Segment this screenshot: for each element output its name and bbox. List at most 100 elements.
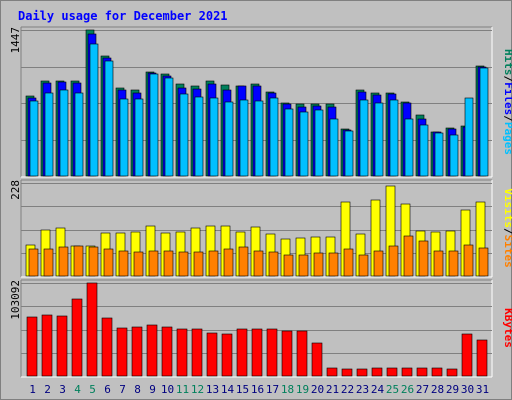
- bar-pages: [209, 97, 219, 177]
- x-tick-label: 19: [296, 383, 309, 396]
- bar-kbytes: [296, 330, 308, 377]
- bar-pages: [464, 97, 474, 177]
- bar-kbytes: [101, 317, 113, 377]
- bar-kbytes: [206, 332, 218, 377]
- bar-sites: [268, 251, 279, 277]
- bar-pages: [74, 92, 84, 177]
- bar-sites: [28, 248, 39, 277]
- bar-kbytes: [266, 328, 278, 377]
- x-tick-label: 13: [206, 383, 219, 396]
- x-tick-label: 1: [29, 383, 36, 396]
- x-tick-label: 15: [236, 383, 249, 396]
- bar-pages: [29, 100, 39, 177]
- bar-kbytes: [446, 368, 458, 377]
- bar-pages: [134, 98, 144, 177]
- y-max-label: 228: [9, 180, 22, 200]
- x-tick-label: 9: [149, 383, 156, 396]
- bar-pages: [449, 134, 459, 177]
- bar-kbytes: [326, 367, 338, 377]
- x-tick-label: 20: [311, 383, 324, 396]
- bar-sites: [448, 250, 459, 277]
- bar-kbytes: [161, 326, 173, 377]
- x-tick-label: 30: [461, 383, 474, 396]
- bar-kbytes: [476, 339, 488, 377]
- panel-hits-files-pages: 1447 Hits/Files/Pages: [9, 26, 512, 178]
- bar-kbytes: [461, 333, 473, 377]
- legend-entry: Sites: [502, 235, 512, 268]
- bar-sites: [118, 250, 129, 277]
- x-tick-label: 3: [59, 383, 66, 396]
- bar-sites: [73, 245, 84, 277]
- legend-entry: /: [502, 115, 512, 122]
- bar-kbytes: [386, 367, 398, 377]
- bar-pages: [314, 109, 324, 177]
- bar-kbytes: [26, 316, 38, 377]
- bar-kbytes: [431, 367, 443, 377]
- bar-sites: [358, 254, 369, 277]
- bar-pages: [404, 118, 414, 177]
- x-tick-label: 17: [266, 383, 279, 396]
- bar-sites: [163, 250, 174, 277]
- x-tick-label: 22: [341, 383, 354, 396]
- legend-entry: /: [502, 228, 512, 235]
- legend-entry: Pages: [502, 122, 512, 155]
- bar-sites: [388, 245, 399, 277]
- y-max-label: 1447: [9, 27, 22, 54]
- x-tick-label: 21: [326, 383, 339, 396]
- bar-kbytes: [401, 367, 413, 377]
- bar-kbytes: [236, 328, 248, 377]
- legend-entry: Hits: [502, 49, 512, 76]
- bar-pages: [59, 89, 69, 177]
- x-tick-label: 27: [416, 383, 429, 396]
- x-tick-label: 16: [251, 383, 264, 396]
- bar-pages: [389, 99, 399, 177]
- bar-kbytes: [41, 314, 53, 377]
- bar-kbytes: [71, 298, 83, 377]
- bar-sites: [88, 246, 99, 277]
- panel-visits-sites: 228 Visits/Sites: [9, 179, 512, 278]
- series-legend-label: Hits/Files/Pages: [502, 49, 512, 155]
- bar-pages: [89, 43, 99, 177]
- bar-pages: [269, 97, 279, 177]
- x-tick-label: 8: [134, 383, 141, 396]
- bar-sites: [133, 251, 144, 277]
- bar-sites: [103, 248, 114, 277]
- bar-sites: [343, 248, 354, 277]
- bar-pages: [119, 98, 129, 177]
- x-tick-label: 2: [44, 383, 51, 396]
- bar-sites: [433, 250, 444, 277]
- bar-sites: [313, 252, 324, 277]
- bar-sites: [403, 235, 414, 277]
- bar-pages: [299, 111, 309, 177]
- x-tick-label: 24: [371, 383, 385, 396]
- series-legend-label: KBytes: [502, 308, 512, 348]
- bar-pages: [284, 108, 294, 177]
- bar-kbytes: [146, 324, 158, 377]
- bar-kbytes: [221, 333, 233, 377]
- bar-kbytes: [311, 342, 323, 377]
- bar-sites: [283, 254, 294, 277]
- x-tick-label: 26: [401, 383, 414, 396]
- bar-pages: [419, 124, 429, 177]
- bar-sites: [373, 250, 384, 277]
- x-tick-label: 11: [176, 383, 189, 396]
- bar-sites: [418, 240, 429, 277]
- bar-sites: [463, 244, 474, 277]
- bar-pages: [479, 67, 489, 177]
- bar-sites: [238, 246, 249, 277]
- x-tick-label: 29: [446, 383, 459, 396]
- bar-pages: [434, 132, 444, 177]
- x-tick-label: 7: [119, 383, 126, 396]
- bar-pages: [44, 92, 54, 177]
- x-axis-day-labels: 1 2 3 4 5 6 7 8 9 10 11 12 13 14 15 16 17 18 19 20 21 22 23 24 2…: [29, 383, 489, 396]
- legend-entry: /: [502, 76, 512, 83]
- y-max-label: 103092: [9, 280, 22, 320]
- bar-pages: [194, 96, 204, 177]
- bar-sites: [328, 252, 339, 277]
- bar-pages: [374, 102, 384, 177]
- bar-kbytes: [131, 326, 143, 377]
- x-tick-label: 31: [476, 383, 489, 396]
- x-tick-label: 25: [386, 383, 399, 396]
- bar-pages: [239, 99, 249, 177]
